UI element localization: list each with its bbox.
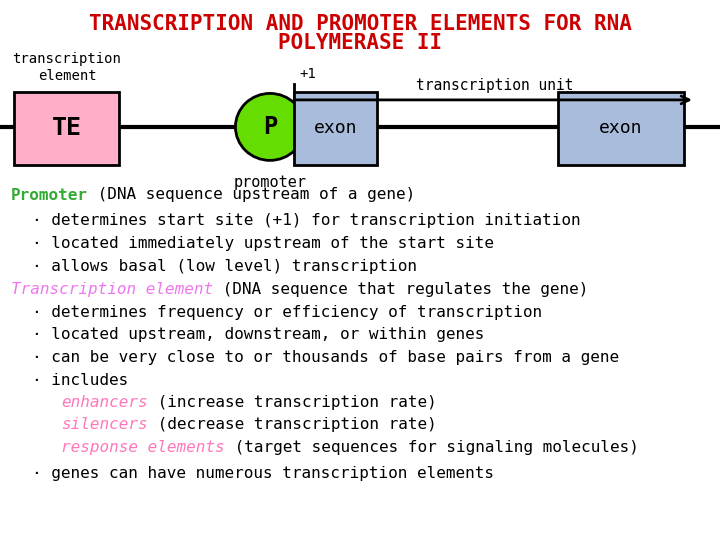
Bar	[558, 92, 684, 165]
Text: (decrease transcription rate): (decrease transcription rate)	[148, 417, 436, 432]
Text: (increase transcription rate): (increase transcription rate)	[148, 395, 436, 410]
Text: POLYMERASE II: POLYMERASE II	[278, 33, 442, 53]
Text: TE: TE	[52, 116, 81, 140]
Text: TRANSCRIPTION AND PROMOTER ELEMENTS FOR RNA: TRANSCRIPTION AND PROMOTER ELEMENTS FOR …	[89, 14, 631, 33]
Text: P: P	[263, 115, 277, 139]
Text: · located upstream, downstream, or within genes: · located upstream, downstream, or withi…	[32, 327, 485, 342]
Text: promoter: promoter	[233, 176, 307, 191]
Text: enhancers: enhancers	[61, 395, 148, 410]
Text: · allows basal (low level) transcription: · allows basal (low level) transcription	[32, 259, 418, 274]
Text: +1: +1	[300, 67, 316, 81]
Text: · includes: · includes	[32, 373, 129, 388]
Text: Promoter: Promoter	[11, 187, 88, 202]
Text: · determines start site (+1) for transcription initiation: · determines start site (+1) for transcr…	[32, 213, 581, 228]
Text: · genes can have numerous transcription elements: · genes can have numerous transcription …	[32, 465, 495, 481]
Bar	[294, 92, 377, 165]
Text: response elements: response elements	[61, 440, 225, 455]
Text: · can be very close to or thousands of base pairs from a gene: · can be very close to or thousands of b…	[32, 350, 619, 365]
Text: silencers: silencers	[61, 417, 148, 432]
Text: · located immediately upstream of the start site: · located immediately upstream of the st…	[32, 236, 495, 251]
Text: transcription: transcription	[12, 52, 122, 66]
Text: exon: exon	[599, 119, 643, 137]
Text: element: element	[37, 69, 96, 83]
Ellipse shape	[235, 93, 305, 160]
Text: (DNA sequence that regulates the gene): (DNA sequence that regulates the gene)	[213, 282, 588, 297]
Bar	[14, 92, 119, 165]
Text: · determines frequency or efficiency of transcription: · determines frequency or efficiency of …	[32, 305, 543, 320]
Text: (DNA sequence upstream of a gene): (DNA sequence upstream of a gene)	[88, 187, 415, 202]
Text: Transcription element: Transcription element	[11, 282, 213, 297]
Text: exon: exon	[313, 119, 357, 137]
Text: transcription unit: transcription unit	[415, 78, 573, 93]
Text: (target sequences for signaling molecules): (target sequences for signaling molecule…	[225, 440, 639, 455]
